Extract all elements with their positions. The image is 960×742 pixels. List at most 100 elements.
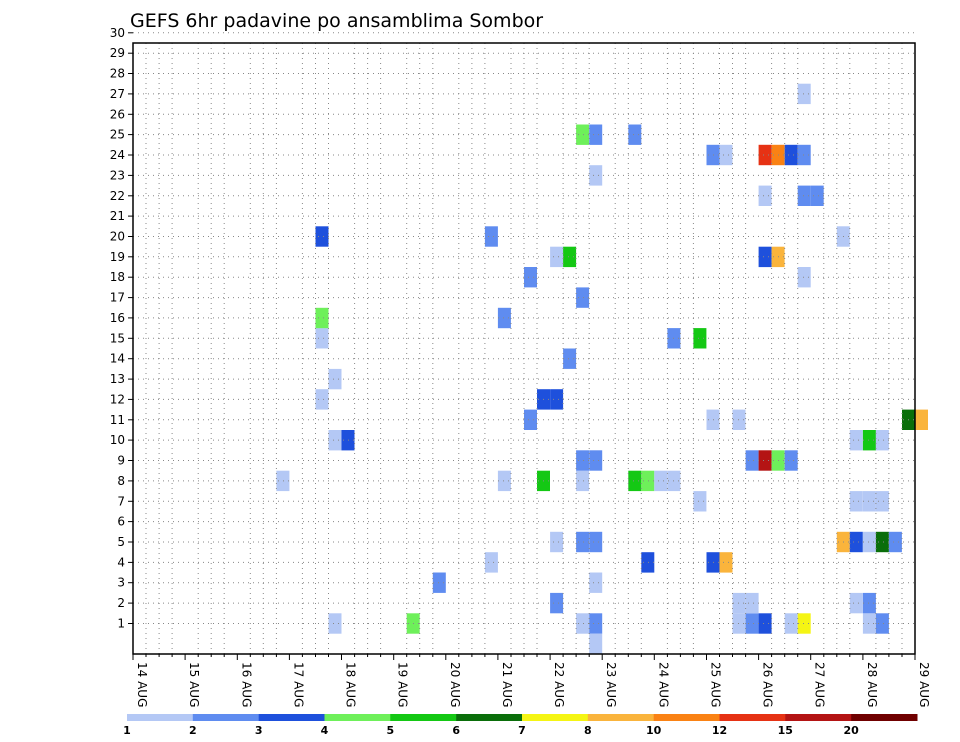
ensemble-cell: [589, 633, 603, 654]
y-tick-label: 4: [117, 555, 125, 569]
chart-title: GEFS 6hr padavine po ansamblima Sombor: [130, 10, 543, 32]
ensemble-cell: [628, 124, 642, 145]
y-tick-label: 15: [110, 331, 125, 345]
legend-label: 20: [844, 724, 860, 737]
ensemble-cell: [745, 592, 759, 614]
ensemble-cell: [797, 144, 811, 166]
x-axis: 14 AUG 15 AUG 16 AUG 17 AUG 18 AUG 19 AUG 20 A…: [132, 654, 931, 707]
legend-swatch: [653, 714, 720, 721]
y-tick-label: 2: [117, 596, 125, 610]
ensemble-cell: [497, 307, 511, 329]
legend-swatch: [522, 714, 589, 721]
x-tick-label: 24 AUG: [656, 662, 670, 707]
ensemble-cell: [719, 144, 733, 166]
legend-label: 7: [518, 724, 526, 737]
legend-swatch: [192, 714, 260, 721]
ensemble-cell: [862, 613, 876, 634]
ensemble-cell: [784, 613, 798, 634]
ensemble-cell: [589, 450, 603, 471]
x-tick-label: 20 AUG: [448, 662, 462, 707]
ensemble-cell: [875, 430, 889, 451]
ensemble-cell: [550, 531, 564, 553]
ensemble-cell: [745, 613, 759, 634]
ensemble-cell: [524, 267, 537, 288]
legend-label: 12: [712, 724, 727, 737]
y-tick-label: 21: [110, 209, 125, 223]
legend-swatch: [719, 714, 786, 721]
legend-label: 1: [123, 724, 131, 737]
y-tick-label: 5: [117, 535, 125, 549]
ensemble-cell: [589, 165, 603, 186]
ensemble-cell: [524, 409, 537, 430]
ensemble-cell: [758, 450, 772, 471]
ensemble-cell: [693, 328, 707, 349]
y-tick-label: 18: [110, 270, 125, 284]
ensemble-cell: [576, 470, 590, 492]
x-tick-label: 15 AUG: [187, 662, 201, 707]
ensemble-cell: [849, 531, 863, 553]
x-tick-label: 25 AUG: [709, 662, 723, 707]
ensemble-cell: [862, 592, 876, 614]
legend-swatch: [390, 714, 457, 721]
ensemble-cell: [745, 450, 759, 471]
y-tick-label: 13: [110, 372, 125, 386]
ensemble-cell: [563, 246, 577, 268]
y-tick-label: 12: [110, 392, 125, 406]
ensemble-cell: [484, 226, 498, 247]
x-tick-label: 29 AUG: [917, 662, 931, 707]
legend-swatch: [785, 714, 852, 721]
x-tick-label: 14 AUG: [135, 662, 149, 707]
x-tick-label: 23 AUG: [604, 662, 618, 707]
legend-swatch: [456, 714, 523, 721]
ensemble-cell: [797, 267, 811, 288]
y-tick-label: 17: [110, 291, 125, 305]
legend-label: 10: [646, 724, 662, 737]
x-tick-label: 16 AUG: [239, 662, 253, 707]
color-legend: 1 2 3 4 5 6 7 8 10 12 15 20: [123, 714, 918, 737]
ensemble-cell: [797, 83, 811, 105]
legend-swatch: [324, 714, 391, 721]
y-tick-label: 8: [117, 474, 125, 488]
legend-label: 3: [255, 724, 263, 737]
ensemble-cell: [862, 491, 876, 512]
legend-swatch: [258, 714, 325, 721]
ensemble-cell: [576, 450, 590, 471]
ensemble-cell: [849, 491, 863, 512]
ensemble-cell: [641, 552, 655, 573]
legend-label: 2: [189, 724, 197, 737]
ensemble-cell: [758, 185, 772, 206]
y-tick-label: 28: [110, 67, 125, 81]
ensemble-cell: [432, 572, 446, 593]
y-tick-label: 22: [110, 189, 125, 203]
x-tick-label: 17 AUG: [291, 662, 305, 707]
ensemble-cell: [693, 491, 707, 512]
y-tick-label: 26: [110, 107, 125, 121]
ensemble-cell: [328, 430, 342, 451]
y-axis: 1234567891011121314151617181920212223242…: [110, 26, 133, 631]
ensemble-cell: [797, 613, 811, 634]
ensemble-cell: [875, 491, 889, 512]
grid-lines: [133, 32, 915, 654]
legend-swatch: [127, 714, 194, 721]
ensemble-cell: [915, 409, 928, 430]
ensemble-cell: [849, 592, 863, 614]
ensemble-cell: [784, 450, 798, 471]
ensemble-cell: [328, 613, 342, 634]
ensemble-cell: [589, 124, 603, 145]
y-tick-label: 27: [110, 87, 125, 101]
y-tick-label: 19: [110, 250, 125, 264]
x-tick-label: 27 AUG: [813, 662, 827, 707]
ensemble-cell: [576, 613, 590, 634]
x-tick-label: 18 AUG: [344, 662, 358, 707]
ensemble-cell: [328, 368, 342, 390]
y-tick-label: 20: [110, 230, 125, 244]
y-tick-label: 25: [110, 128, 125, 142]
x-tick-label: 28 AUG: [865, 662, 879, 707]
ensemble-cell: [862, 531, 876, 553]
ensemble-cell: [875, 613, 889, 634]
ensemble-cell: [550, 389, 564, 410]
y-tick-label: 10: [110, 433, 125, 447]
y-tick-label: 6: [117, 515, 125, 529]
y-tick-label: 30: [110, 26, 125, 40]
x-tick-label: 21 AUG: [500, 662, 514, 707]
